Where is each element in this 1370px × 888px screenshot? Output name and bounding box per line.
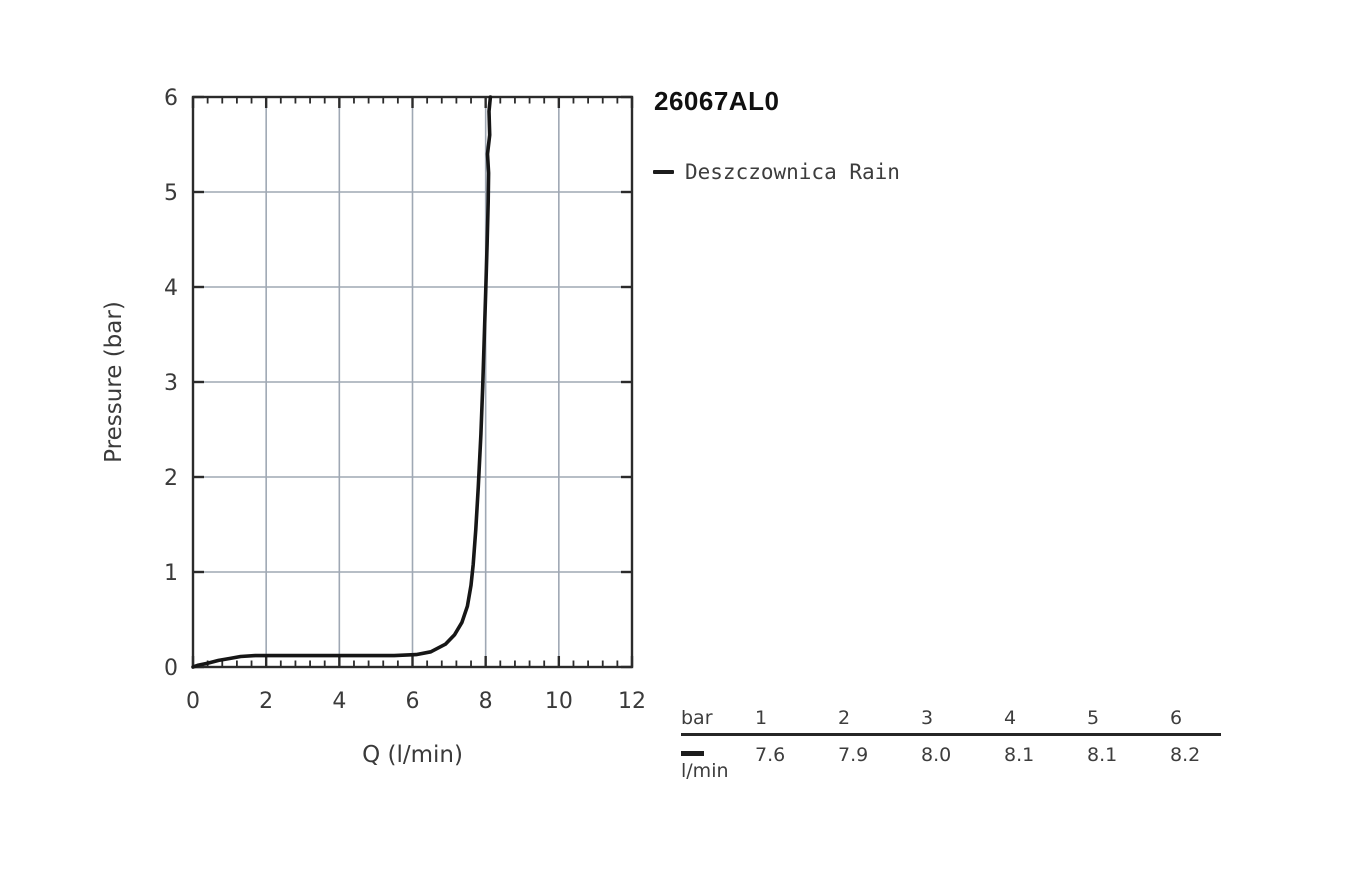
flow-value: 7.9 — [838, 743, 869, 766]
plot-border — [191, 95, 634, 669]
legend-label: Deszczownica Rain — [685, 160, 900, 184]
series-dash-icon — [681, 750, 704, 756]
x-tick-label: 12 — [618, 689, 646, 714]
x-axis-label: Q (l/min) — [362, 742, 463, 768]
flow-value: 8.1 — [1087, 743, 1118, 766]
pressure-value: 2 — [838, 707, 851, 729]
legend-line-icon — [653, 170, 674, 174]
x-tick-label: 2 — [259, 689, 273, 714]
flow-value: 8.1 — [1004, 743, 1035, 766]
x-tick-label: 0 — [186, 689, 200, 714]
y-tick-label: 1 — [164, 561, 178, 586]
flow-value: 7.6 — [755, 743, 786, 766]
y-tick-label: 2 — [164, 466, 178, 491]
y-axis-label: Pressure (bar) — [101, 301, 127, 463]
y-tick-label: 4 — [164, 276, 178, 301]
flow-table-header-row: bar 1 2 3 4 5 6 — [681, 707, 1221, 733]
chart-legend: Deszczownica Rain — [653, 160, 900, 184]
y-tick-label: 0 — [164, 656, 178, 681]
y-tick-label: 6 — [164, 86, 178, 111]
flow-table-unit-header: bar — [681, 707, 713, 729]
pressure-value: 4 — [1004, 707, 1017, 729]
pressure-value: 3 — [921, 707, 934, 729]
flow-table-value-row: l/min 7.6 7.9 8.0 8.1 8.1 8.2 — [681, 743, 1221, 783]
x-tick-label: 4 — [332, 689, 346, 714]
y-tick-label: 5 — [164, 181, 178, 206]
x-tick-label: 8 — [479, 689, 493, 714]
pressure-value: 1 — [755, 707, 768, 729]
chart-title: 26067AL0 — [654, 86, 780, 116]
pressure-value: 6 — [1170, 707, 1183, 729]
flow-value: 8.2 — [1170, 743, 1201, 766]
x-tick-label: 10 — [545, 689, 573, 714]
series-line — [191, 95, 493, 669]
pressure-value: 5 — [1087, 707, 1100, 729]
y-tick-label: 3 — [164, 371, 178, 396]
x-tick-label: 6 — [406, 689, 420, 714]
flow-value: 8.0 — [921, 743, 952, 766]
flow-row-label: l/min — [681, 745, 755, 783]
flow-rate-table: bar 1 2 3 4 5 6 l/min 7.6 7.9 8.0 8.1 8.… — [681, 707, 1221, 783]
flow-unit-label: l/min — [681, 759, 729, 782]
table-rule — [681, 732, 1221, 736]
